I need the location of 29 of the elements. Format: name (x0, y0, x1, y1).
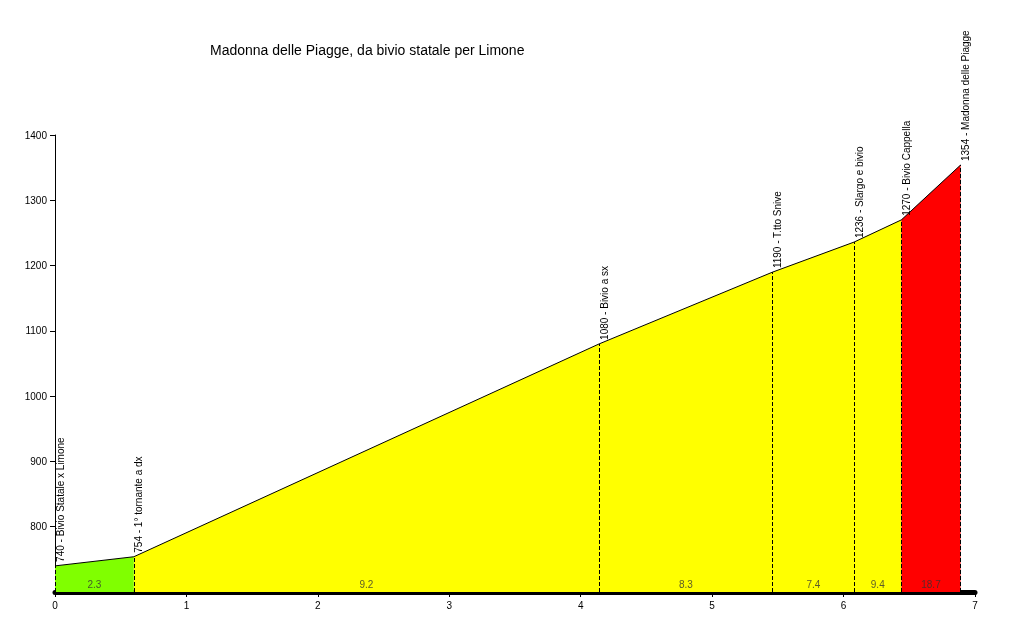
data-label: 1354 - Madonna delle Piagge (960, 29, 972, 162)
data-label: 754 - 1° tornante a dx (133, 456, 145, 553)
x-tick-label: 4 (577, 599, 584, 611)
data-label: 1190 - T.tto Snive (772, 190, 784, 269)
annotation: 8.3 (678, 578, 694, 590)
y-tick-label: 1100 (25, 325, 48, 337)
annotation: 7.4 (806, 578, 821, 590)
data-label: 1080 - Bivio a sx (598, 265, 610, 340)
annotation: 9.2 (359, 578, 374, 590)
y-tick-label: 1300 (24, 194, 48, 206)
x-tick-label: 6 (840, 599, 847, 611)
y-tick-label: 1400 (24, 129, 48, 141)
data-label: 1236 - Slargo e bivio (853, 145, 865, 239)
data-label: 1270 - Bivio Cappella (900, 120, 912, 216)
y-tick-label: 900 (30, 455, 48, 467)
x-tick-label: 2 (315, 599, 322, 611)
y-tick-label: 1000 (24, 390, 48, 402)
x-tick-label: 3 (446, 599, 453, 611)
x-tick-label: 0 (52, 599, 59, 611)
y-tick-label: 800 (30, 521, 48, 533)
annotation: 2.3 (87, 578, 102, 590)
annotation: 18.7 (921, 578, 942, 590)
annotation: 9.4 (870, 578, 886, 590)
chart-title: Madonna delle Piagge, da bivio statale per Limone (210, 42, 525, 58)
x-tick-label: 5 (709, 599, 716, 611)
x-tick-label: 7 (972, 599, 979, 611)
x-tick-label: 1 (183, 599, 190, 611)
data-label: 740 - Bivio Statale x Limone (54, 436, 66, 562)
y-tick-label: 1200 (24, 260, 48, 272)
